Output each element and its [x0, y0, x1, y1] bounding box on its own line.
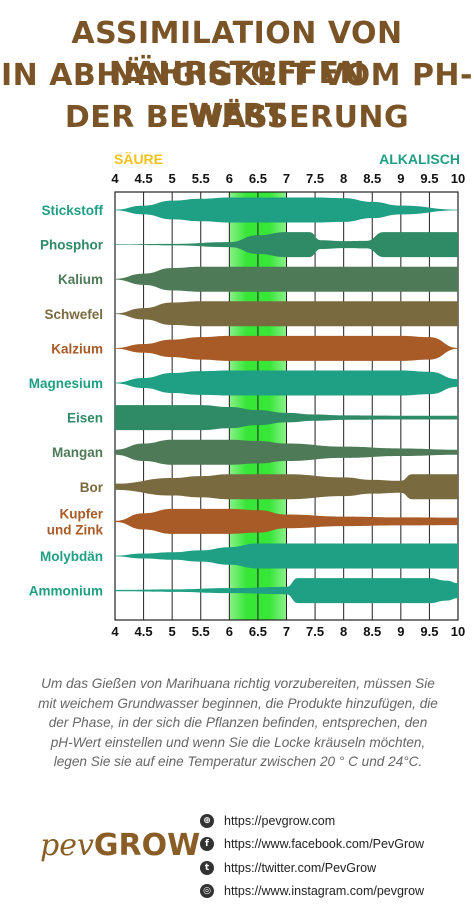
- bottom-tick-label-5: 6.5: [249, 624, 267, 639]
- title-line-1: ASSIMILATION VON NÄHRSTOFFEN: [71, 16, 403, 91]
- top-tick-label-6: 7: [283, 171, 290, 186]
- series-band-mangan: [115, 439, 458, 465]
- bottom-tick-label-3: 5.5: [192, 624, 210, 639]
- top-tick-label-10: 9: [397, 171, 404, 186]
- top-tick-label-12: 10: [451, 171, 465, 186]
- link-instagram[interactable]: ◎ https://www.instagram.com/pevgrow: [200, 880, 424, 904]
- title-line-3: DER BEWÄSSERUNG: [64, 100, 410, 135]
- bottom-tick-label-6: 7: [283, 624, 290, 639]
- top-tick-label-1: 4.5: [135, 171, 153, 186]
- top-tick-label-3: 5.5: [192, 171, 210, 186]
- bottom-tick-label-12: 10: [451, 624, 465, 639]
- top-tick-label-7: 7.5: [306, 171, 324, 186]
- series-label-kupfer-und-zink-0: Kupfer: [60, 506, 104, 521]
- series-label-kalzium: Kalzium: [51, 341, 103, 356]
- series-label-eisen: Eisen: [67, 411, 103, 426]
- series-label-phosphor: Phosphor: [40, 238, 104, 253]
- link-facebook-text[interactable]: https://www.facebook.com/PevGrow: [224, 837, 425, 852]
- series-label-schwefel: Schwefel: [44, 307, 103, 322]
- series-band-phosphor: [115, 232, 458, 258]
- series-band-kalzium: [115, 335, 458, 361]
- top-tick-label-2: 5: [169, 171, 176, 186]
- pevgrow-logo: pevGROW: [40, 826, 200, 866]
- link-twitter-text[interactable]: https://twitter.com/PevGrow: [224, 860, 377, 875]
- bottom-tick-label-7: 7.5: [306, 624, 324, 639]
- top-tick-label-5: 6.5: [249, 171, 267, 186]
- facebook-icon: f: [200, 837, 214, 852]
- bottom-tick-label-10: 9: [397, 624, 404, 639]
- bottom-tick-label-9: 8.5: [363, 624, 381, 639]
- bottom-tick-label-8: 8: [340, 624, 347, 639]
- acid-label: SÄURE: [114, 151, 164, 167]
- series-label-stickstoff: Stickstoff: [41, 203, 103, 218]
- series-band-magnesium: [115, 370, 458, 396]
- series-band-schwefel: [115, 301, 458, 327]
- globe-icon: ⊕: [200, 813, 214, 828]
- link-website-text[interactable]: https://pevgrow.com: [224, 813, 336, 828]
- instagram-icon: ◎: [200, 884, 214, 899]
- series-label-mangan: Mangan: [52, 445, 103, 460]
- series-label-kalium: Kalium: [58, 272, 103, 287]
- title-line-2: IN ABHÄNGIGKEIT VOM PH-WERT: [1, 58, 473, 133]
- bottom-tick-label-4: 6: [226, 624, 233, 639]
- top-tick-label-4: 6: [226, 171, 233, 186]
- twitter-icon: t: [200, 860, 214, 875]
- top-tick-label-0: 4: [111, 171, 119, 186]
- description-text: Um das Gießen von Marihuana richtig vorz…: [38, 676, 438, 769]
- series-label-ammonium: Ammonium: [29, 584, 103, 599]
- logo-text-grow: GROW: [93, 828, 201, 863]
- social-links: ⊕ https://pevgrow.com f https://www.facebo…: [200, 809, 424, 903]
- series-band-ammonium: [115, 578, 458, 604]
- series-band-molybdän: [115, 543, 458, 569]
- series-label-bor: Bor: [80, 480, 104, 495]
- link-facebook[interactable]: f https://www.facebook.com/PevGrow: [200, 833, 424, 857]
- series-label-kupfer-und-zink-1: und Zink: [47, 522, 104, 537]
- bottom-tick-label-2: 5: [169, 624, 176, 639]
- logo-text-pev: pev: [40, 828, 94, 863]
- bottom-tick-label-0: 4: [111, 624, 119, 639]
- bottom-tick-label-1: 4.5: [135, 624, 153, 639]
- link-website[interactable]: ⊕ https://pevgrow.com: [200, 809, 424, 833]
- bottom-tick-label-11: 9.5: [420, 624, 438, 639]
- top-tick-label-11: 9.5: [420, 171, 438, 186]
- series-label-molybdän: Molybdän: [40, 549, 103, 564]
- link-instagram-text[interactable]: https://www.instagram.com/pevgrow: [224, 884, 425, 899]
- series-band-kupfer-und-zink: [115, 508, 458, 534]
- series-band-bor: [115, 474, 458, 500]
- top-tick-label-8: 8: [340, 171, 347, 186]
- top-tick-label-9: 8.5: [363, 171, 381, 186]
- series-band-eisen: [115, 405, 458, 431]
- series-band-stickstoff: [115, 197, 458, 223]
- series-band-kalium: [115, 266, 458, 292]
- link-twitter[interactable]: t https://twitter.com/PevGrow: [200, 856, 424, 880]
- series-label-magnesium: Magnesium: [29, 376, 103, 391]
- alkaline-label: ALKALISCH: [379, 151, 460, 167]
